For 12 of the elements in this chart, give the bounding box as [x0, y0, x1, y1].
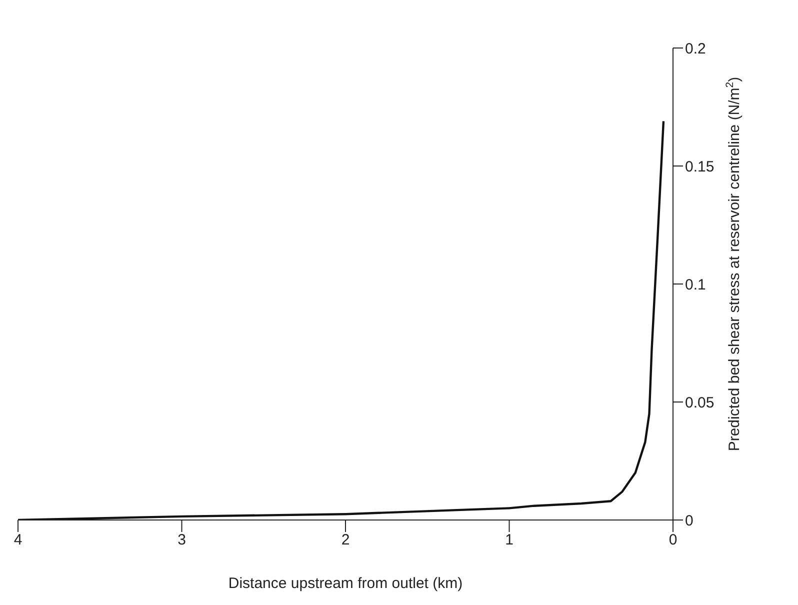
x-tick-label: 2	[341, 532, 350, 549]
y-tick-label: 0.1	[685, 276, 706, 294]
line-series	[18, 120, 665, 520]
x-tick-label: 0	[668, 532, 678, 549]
x-tick-label: 4	[14, 532, 22, 549]
y-tick-label: 0.2	[685, 40, 706, 58]
y-tick-label: 0	[685, 512, 694, 530]
x-tick-label: 3	[178, 532, 186, 549]
y-tick-label: 0.15	[685, 158, 714, 176]
y-tick-label: 0.05	[685, 394, 714, 412]
x-tick-label: 1	[505, 532, 514, 549]
x-axis-title: Distance upstream from outlet (km)	[228, 575, 463, 592]
